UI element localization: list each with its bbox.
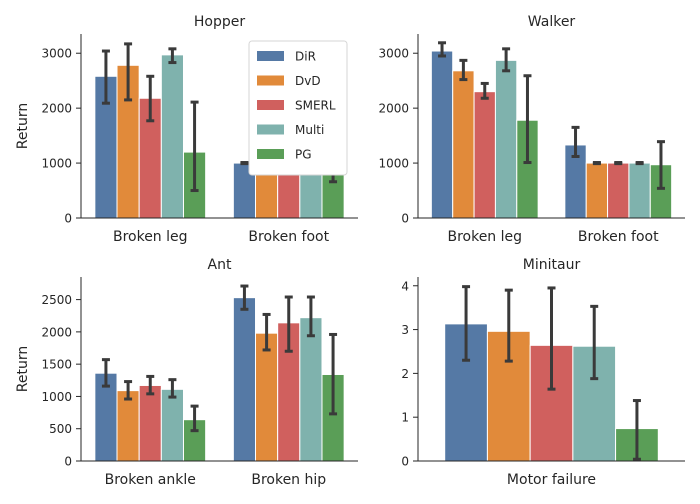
- bar-dvd: [585, 162, 609, 219]
- y-tick-label: 1000: [41, 390, 72, 404]
- legend-frame: [248, 40, 348, 176]
- y-tick-label: 3000: [41, 47, 72, 61]
- chart-title: Ant: [208, 257, 232, 273]
- legend-swatch-dir: [257, 51, 284, 61]
- y-tick-label: 3000: [378, 47, 409, 61]
- x-tick-label: Broken leg: [113, 229, 188, 245]
- chart-title: Hopper: [194, 14, 245, 30]
- subplot-walker: Walker 0 1000 2000 3000 Broken leg Broken foot: [378, 14, 685, 245]
- bar-dir: [232, 297, 257, 462]
- subplot-ant: Ant Return 0 500 1000 1500 2000 2500 Broken ankl…: [15, 257, 358, 488]
- legend-swatch-pg: [257, 149, 284, 159]
- y-tick-label: 1500: [41, 358, 72, 372]
- y-tick-label: 0: [401, 455, 409, 469]
- y-tick-label: 0: [64, 212, 72, 226]
- y-tick-label: 2000: [378, 102, 409, 116]
- bar-dir: [430, 50, 454, 219]
- y-axis-label: Return: [15, 103, 31, 149]
- chart-title: Walker: [528, 14, 576, 30]
- bar-dvd: [452, 70, 475, 219]
- y-tick-label: 0: [401, 212, 409, 226]
- legend-swatch-multi: [257, 124, 284, 135]
- y-tick-label: 1000: [378, 157, 409, 171]
- bar-dvd: [116, 390, 140, 462]
- y-tick-label: 1000: [41, 157, 72, 171]
- bar-smerl: [473, 91, 496, 219]
- bar-smerl: [607, 162, 630, 219]
- legend-label: DvD: [295, 74, 321, 88]
- legend-label: SMERL: [295, 99, 336, 113]
- y-tick-label: 1: [401, 411, 409, 425]
- bar-multi: [299, 317, 323, 462]
- y-tick-label: 0: [64, 455, 72, 469]
- y-tick-label: 500: [49, 422, 72, 436]
- legend-label: Multi: [295, 123, 324, 137]
- x-tick-label: Broken foot: [578, 229, 659, 245]
- x-tick-label: Broken leg: [447, 229, 522, 245]
- bar-multi: [628, 162, 651, 219]
- x-tick-label: Broken ankle: [105, 472, 196, 488]
- bar-smerl: [138, 384, 162, 462]
- legend-swatch-dvd: [257, 75, 284, 86]
- subplot-minitaur: Minitaur 0 1 2 3 4 Motor failure: [401, 257, 685, 488]
- bar-multi: [494, 59, 518, 219]
- legend-label: PG: [295, 148, 312, 162]
- subplot-hopper: Hopper Return 0 1000 2000 3000 Broken leg Broke…: [15, 14, 358, 245]
- chart-title: Minitaur: [523, 257, 581, 273]
- legend-label: DiR: [295, 50, 316, 64]
- bar-multi: [160, 54, 184, 219]
- y-tick-label: 3: [401, 323, 409, 337]
- y-tick-label: 2: [401, 367, 409, 381]
- y-tick-label: 2000: [41, 325, 72, 339]
- y-axis-label: Return: [15, 346, 31, 392]
- x-tick-label: Broken hip: [251, 472, 326, 488]
- legend: DiR DvD SMERL Multi PG: [248, 40, 348, 176]
- bar-dvd: [255, 332, 279, 462]
- y-tick-label: 2000: [41, 102, 72, 116]
- x-tick-label: Broken foot: [248, 229, 329, 245]
- y-tick-label: 4: [401, 279, 409, 293]
- x-tick-label: Motor failure: [507, 472, 596, 488]
- bar-multi: [160, 388, 184, 462]
- legend-swatch-smerl: [257, 100, 284, 110]
- y-tick-label: 2500: [41, 293, 72, 307]
